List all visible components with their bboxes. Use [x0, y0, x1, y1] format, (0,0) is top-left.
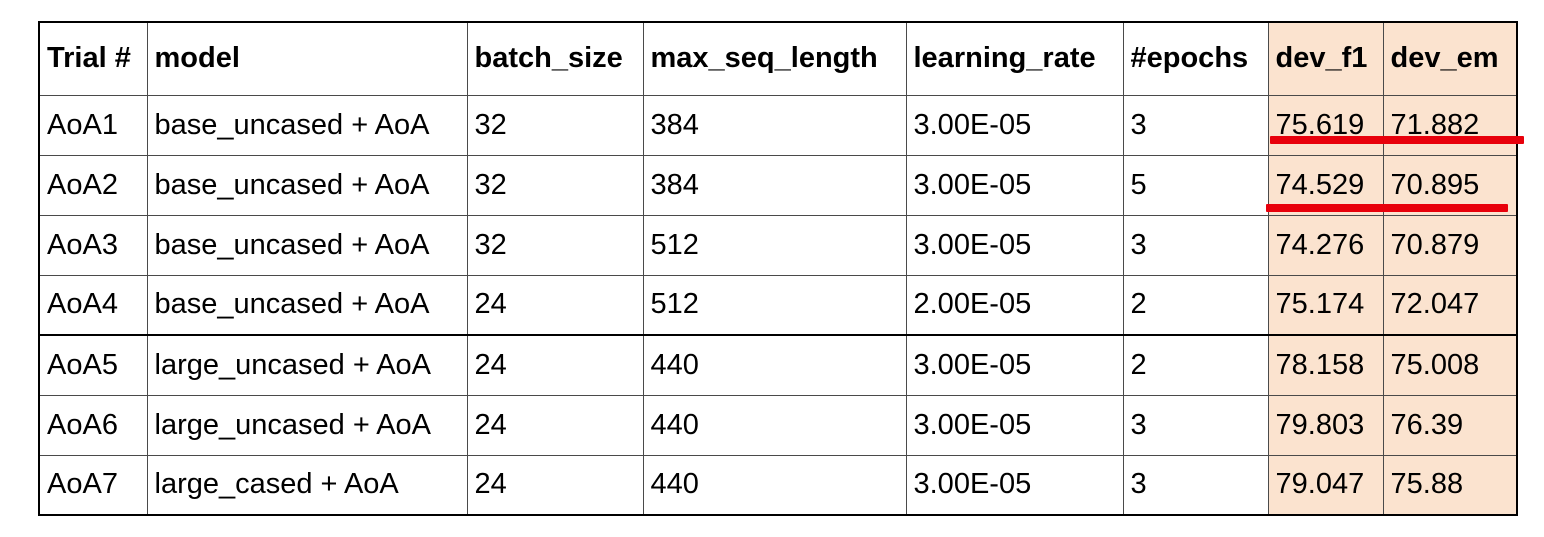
- cell-learning-rate: 3.00E-05: [905, 94, 1124, 156]
- cell-batch-size: 24: [466, 454, 644, 516]
- cell-dev-em: 75.88: [1382, 454, 1518, 516]
- cell-trial: AoA3: [38, 214, 148, 276]
- cell-trial: AoA4: [38, 274, 148, 336]
- cell-epochs: 3: [1122, 214, 1269, 276]
- cell-max-seq-length: 384: [642, 154, 907, 216]
- cell-max-seq-length: 384: [642, 94, 907, 156]
- table-row: AoA3 base_uncased + AoA 32 512 3.00E-05 …: [38, 214, 1518, 276]
- cell-dev-f1: 74.276: [1267, 214, 1384, 276]
- cell-learning-rate: 3.00E-05: [905, 454, 1124, 516]
- cell-dev-f1: 79.047: [1267, 454, 1384, 516]
- cell-model: large_uncased + AoA: [146, 394, 468, 456]
- cell-batch-size: 24: [466, 394, 644, 456]
- cell-dev-em: 71.882: [1382, 94, 1518, 156]
- cell-dev-f1: 75.174: [1267, 274, 1384, 336]
- cell-max-seq-length: 440: [642, 394, 907, 456]
- header-max-seq-length: max_seq_length: [642, 21, 907, 96]
- header-epochs: #epochs: [1122, 21, 1269, 96]
- results-table: Trial # model batch_size max_seq_length …: [38, 21, 1518, 516]
- cell-dev-f1: 79.803: [1267, 394, 1384, 456]
- cell-epochs: 3: [1122, 394, 1269, 456]
- cell-model: base_uncased + AoA: [146, 154, 468, 216]
- cell-dev-f1: 75.619: [1267, 94, 1384, 156]
- header-dev-em: dev_em: [1382, 21, 1518, 96]
- table-row: AoA6 large_uncased + AoA 24 440 3.00E-05…: [38, 394, 1518, 456]
- cell-learning-rate: 3.00E-05: [905, 334, 1124, 396]
- cell-epochs: 3: [1122, 94, 1269, 156]
- table-row: AoA7 large_cased + AoA 24 440 3.00E-05 3…: [38, 454, 1518, 516]
- header-batch-size: batch_size: [466, 21, 644, 96]
- cell-trial: AoA7: [38, 454, 148, 516]
- cell-dev-f1: 78.158: [1267, 334, 1384, 396]
- cell-trial: AoA6: [38, 394, 148, 456]
- cell-epochs: 5: [1122, 154, 1269, 216]
- cell-batch-size: 32: [466, 94, 644, 156]
- table-row: AoA4 base_uncased + AoA 24 512 2.00E-05 …: [38, 274, 1518, 336]
- cell-trial: AoA1: [38, 94, 148, 156]
- red-underline-mark: [1270, 136, 1524, 144]
- cell-epochs: 2: [1122, 334, 1269, 396]
- header-dev-f1: dev_f1: [1267, 21, 1384, 96]
- cell-learning-rate: 2.00E-05: [905, 274, 1124, 336]
- cell-batch-size: 24: [466, 334, 644, 396]
- results-table-container: Trial # model batch_size max_seq_length …: [38, 21, 1518, 516]
- cell-learning-rate: 3.00E-05: [905, 154, 1124, 216]
- cell-max-seq-length: 512: [642, 274, 907, 336]
- header-trial: Trial #: [38, 21, 148, 96]
- table-row: AoA5 large_uncased + AoA 24 440 3.00E-05…: [38, 334, 1518, 396]
- cell-max-seq-length: 440: [642, 334, 907, 396]
- header-model: model: [146, 21, 468, 96]
- cell-dev-em: 75.008: [1382, 334, 1518, 396]
- cell-max-seq-length: 512: [642, 214, 907, 276]
- cell-batch-size: 32: [466, 214, 644, 276]
- table-row: AoA1 base_uncased + AoA 32 384 3.00E-05 …: [38, 94, 1518, 156]
- cell-trial: AoA2: [38, 154, 148, 216]
- cell-learning-rate: 3.00E-05: [905, 394, 1124, 456]
- cell-trial: AoA5: [38, 334, 148, 396]
- header-row: Trial # model batch_size max_seq_length …: [38, 21, 1518, 96]
- cell-learning-rate: 3.00E-05: [905, 214, 1124, 276]
- cell-max-seq-length: 440: [642, 454, 907, 516]
- header-learning-rate: learning_rate: [905, 21, 1124, 96]
- cell-model: base_uncased + AoA: [146, 94, 468, 156]
- cell-dev-em: 70.879: [1382, 214, 1518, 276]
- cell-batch-size: 32: [466, 154, 644, 216]
- cell-model: base_uncased + AoA: [146, 274, 468, 336]
- red-underline-mark: [1266, 204, 1508, 212]
- cell-dev-em: 72.047: [1382, 274, 1518, 336]
- cell-dev-em: 76.39: [1382, 394, 1518, 456]
- cell-epochs: 2: [1122, 274, 1269, 336]
- cell-epochs: 3: [1122, 454, 1269, 516]
- cell-model: large_cased + AoA: [146, 454, 468, 516]
- cell-batch-size: 24: [466, 274, 644, 336]
- cell-model: base_uncased + AoA: [146, 214, 468, 276]
- cell-model: large_uncased + AoA: [146, 334, 468, 396]
